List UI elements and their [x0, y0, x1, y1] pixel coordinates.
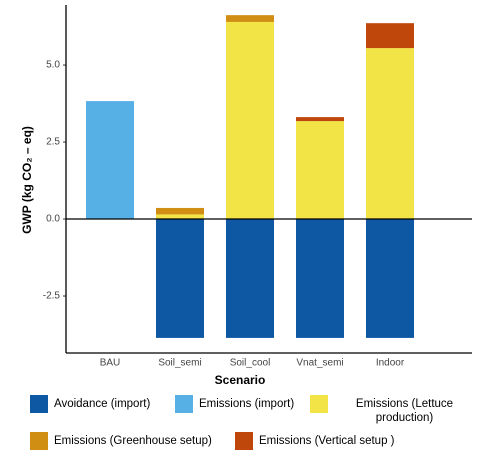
y-tick-label: 5.0: [46, 60, 60, 71]
bar-segment: [366, 23, 414, 49]
legend-label: Emissions (import): [199, 398, 295, 410]
bar-segment: [226, 21, 274, 220]
x-axis-title: Scenario: [215, 373, 266, 387]
x-tick-label: Soil_cool: [230, 358, 271, 369]
legend-swatch: [235, 432, 253, 450]
legend-swatch: [310, 395, 328, 413]
legend-item: Emissions (Greenhouse setup): [30, 432, 230, 450]
legend-label: Avoidance (import): [54, 398, 151, 410]
legend-item: Emissions (Lettuce production): [310, 395, 475, 425]
legend-swatch: [30, 432, 48, 450]
bar-segment: [296, 117, 344, 122]
legend: Avoidance (import) Emissions (import) Emis…: [0, 390, 480, 457]
bar-segment: [366, 219, 414, 338]
legend-swatch: [175, 395, 193, 413]
legend-item: Emissions (import): [175, 395, 305, 413]
legend-item: Avoidance (import): [30, 395, 170, 413]
x-tick-label: Indoor: [376, 358, 405, 369]
bar-segment: [156, 214, 204, 220]
legend-label: Emissions (Lettuce production): [355, 398, 454, 424]
bar-segment: [226, 219, 274, 338]
bar-segment: [86, 101, 134, 220]
y-tick-label: -2.5: [43, 291, 61, 302]
y-tick-label: 2.5: [46, 137, 60, 148]
bar-segment: [156, 207, 204, 215]
chart: Scenario GWP (kg CO₂ – eq) -2.5 0.0 2.5 5.0…: [20, 5, 472, 387]
legend-item: Emissions (Vertical setup ): [235, 432, 470, 450]
bar-segment: [226, 15, 274, 22]
bar-segment: [366, 48, 414, 220]
bar-segment: [296, 219, 344, 338]
y-axis-title: GWP (kg CO₂ – eq): [20, 126, 34, 234]
legend-label: Emissions (Vertical setup ): [259, 435, 395, 447]
x-tick-label: Soil_semi: [158, 358, 201, 369]
legend-label: Emissions (Greenhouse setup): [54, 435, 212, 447]
bar-segment: [156, 219, 204, 338]
x-tick-label: BAU: [100, 358, 121, 369]
x-tick-label: Vnat_semi: [296, 358, 343, 369]
legend-swatch: [30, 395, 48, 413]
bar-segment: [296, 121, 344, 220]
y-tick-label: 0.0: [46, 214, 60, 225]
